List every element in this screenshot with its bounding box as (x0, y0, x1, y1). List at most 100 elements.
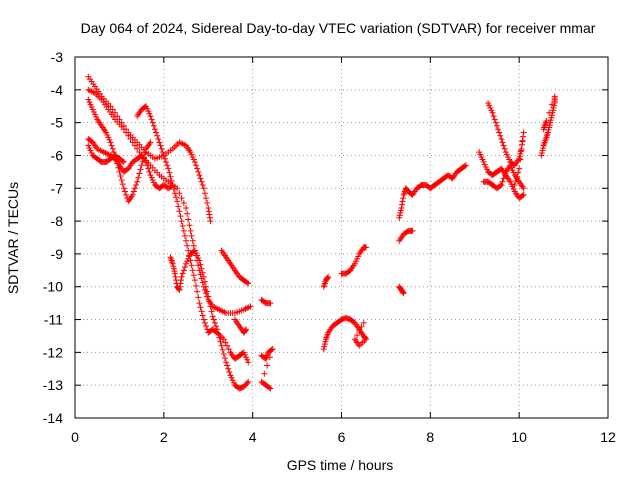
data-point (205, 293, 212, 300)
data-point (499, 139, 506, 146)
data-point (164, 162, 171, 169)
data-point (220, 336, 227, 343)
data-point (154, 132, 161, 139)
data-point (511, 181, 518, 188)
data-point (497, 182, 504, 189)
data-point (156, 139, 163, 146)
data-point (176, 283, 183, 290)
y-tick-label: -3 (51, 49, 64, 65)
data-point (409, 227, 416, 234)
data-point (198, 265, 205, 272)
data-point (144, 162, 151, 169)
data-point (190, 242, 197, 249)
data-point (268, 346, 275, 353)
data-point (166, 169, 173, 176)
data-point (203, 283, 210, 290)
data-point (199, 312, 206, 319)
data-point (118, 177, 125, 184)
data-point (183, 204, 190, 211)
data-point (123, 129, 130, 136)
data-point (185, 216, 192, 223)
data-point (198, 178, 205, 185)
data-point (127, 136, 134, 143)
y-tick-label: -12 (43, 344, 63, 360)
data-point (120, 185, 127, 192)
data-point (203, 195, 210, 202)
data-point (134, 145, 141, 152)
data-point (206, 211, 213, 218)
data-point (179, 223, 186, 230)
data-point (129, 139, 136, 146)
data-point (517, 156, 524, 163)
data-point (208, 308, 215, 315)
grid-lines (75, 57, 608, 418)
data-point (190, 272, 197, 279)
data-point (225, 346, 232, 353)
data-point (497, 132, 504, 139)
data-point (178, 273, 185, 280)
data-point (120, 126, 127, 133)
data-point (518, 141, 525, 148)
data-point (181, 232, 188, 239)
x-tick-label: 10 (511, 429, 527, 445)
data-point (243, 326, 250, 333)
data-point (215, 330, 222, 337)
data-point (226, 369, 233, 376)
y-tick-label: -11 (44, 312, 63, 328)
data-point (189, 237, 196, 244)
x-axis-label: GPS time / hours (287, 457, 394, 473)
data-point (267, 300, 274, 307)
data-point (358, 323, 365, 330)
data-point (200, 185, 207, 192)
data-point (247, 303, 254, 310)
data-point (498, 136, 505, 143)
data-point (221, 355, 228, 362)
data-point (114, 113, 121, 120)
data-point (163, 159, 170, 166)
y-tick-label: -8 (51, 213, 64, 229)
data-point (492, 119, 499, 126)
data-point (205, 204, 212, 211)
data-point (193, 162, 200, 169)
data-point (201, 190, 208, 197)
data-point (501, 145, 508, 152)
data-point (167, 173, 174, 180)
data-point (165, 165, 172, 172)
data-point (269, 346, 276, 353)
y-tick-label: -14 (43, 410, 63, 426)
x-tick-label: 12 (600, 429, 616, 445)
data-point (169, 181, 176, 188)
data-point (199, 181, 206, 188)
data-point (266, 354, 273, 361)
data-point (160, 152, 167, 159)
data-point (133, 181, 140, 188)
data-point (244, 380, 251, 387)
data-point (185, 247, 192, 254)
chart-title: Day 064 of 2024, Sidereal Day-to-day VTE… (81, 20, 596, 36)
data-point (204, 200, 211, 207)
data-point (119, 158, 126, 165)
data-point (461, 163, 468, 170)
y-tick-label: -6 (51, 147, 64, 163)
data-point (193, 282, 200, 289)
data-point (520, 185, 527, 192)
data-point (186, 222, 193, 229)
data-point (111, 109, 118, 116)
data-point (149, 119, 156, 126)
data-point (153, 129, 160, 136)
data-point (170, 186, 177, 193)
data-point (542, 119, 549, 126)
data-point (362, 244, 369, 251)
data-point (200, 316, 207, 323)
data-point (201, 278, 208, 285)
data-point (206, 298, 213, 305)
data-point (159, 149, 166, 156)
y-tick-label: -13 (43, 377, 63, 393)
y-tick-label: -4 (51, 82, 64, 98)
data-point (158, 145, 165, 152)
data-point (400, 290, 407, 297)
data-point (178, 277, 185, 284)
data-point (109, 145, 116, 152)
data-point (245, 359, 252, 366)
y-tick-label: -10 (43, 279, 63, 295)
